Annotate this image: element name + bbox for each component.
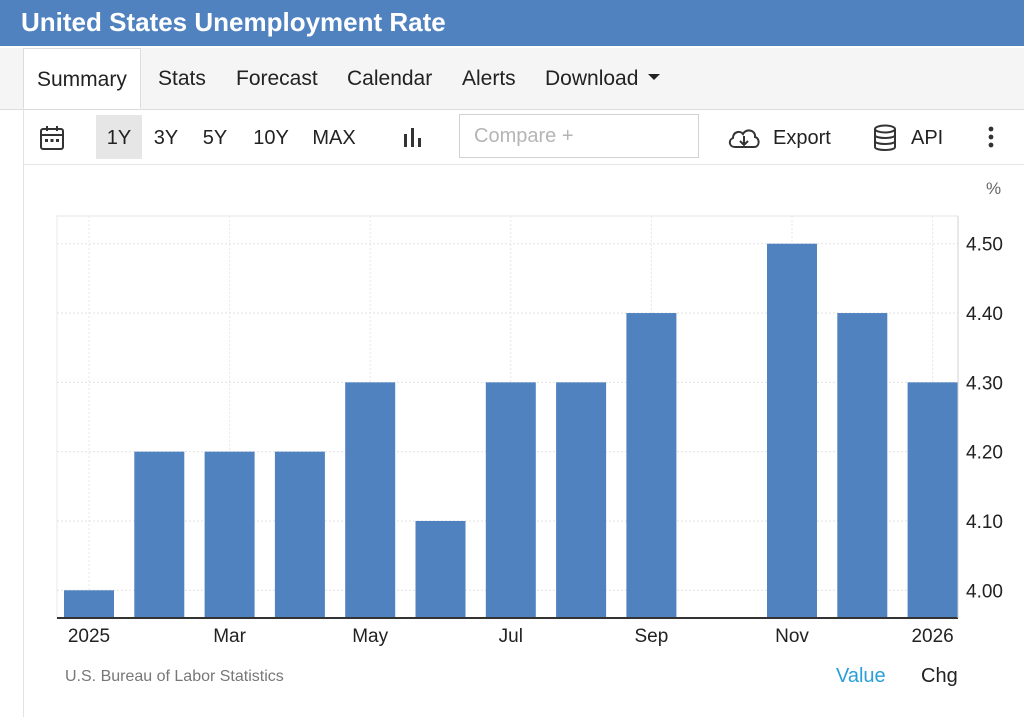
compare-input[interactable] [459,114,699,158]
tab-forecast[interactable]: Forecast [236,67,318,90]
bar [837,313,888,618]
x-tick-label: Mar [213,626,246,647]
bar [134,451,185,618]
range-5y-button[interactable]: 5Y [202,127,228,149]
bar [345,382,396,618]
range-1y-button[interactable]: 1Y [96,115,142,159]
chart-panel: 1Y 3Y 5Y 10Y MAX Export [23,110,1024,717]
tab-summary[interactable]: Summary [23,48,141,109]
bar [626,313,677,618]
source-label: U.S. Bureau of Labor Statistics [65,668,284,685]
export-label: Export [773,127,831,149]
bar [907,382,958,618]
tab-calendar[interactable]: Calendar [347,67,433,90]
bar [556,382,607,618]
title-bar: United States Unemployment Rate [0,0,1024,46]
x-tick-label: Nov [775,626,809,647]
bar [415,520,466,618]
chg-toggle[interactable]: Chg [921,665,958,687]
vertical-ellipsis-icon[interactable] [986,125,998,149]
y-tick-label: 4.10 [966,512,1003,533]
tab-alerts[interactable]: Alerts [462,67,516,90]
api-button[interactable]: API [872,110,950,164]
unit-label: % [986,179,1001,198]
cloud-download-icon [726,125,762,151]
y-tick-label: 4.00 [966,581,1003,602]
range-3y-button[interactable]: 3Y [153,127,179,149]
chart-area: 4.00 4.10 4.20 4.30 4.40 4.50% 2025 Mar May Jul Se… [24,164,1024,717]
x-tick-label: Jul [499,626,523,647]
page-title: United States Unemployment Rate [21,7,446,37]
tab-download[interactable]: Download [545,48,661,109]
y-tick-label: 4.50 [966,235,1003,256]
tab-download-label: Download [545,67,639,90]
chart-toolbar: 1Y 3Y 5Y 10Y MAX Export [24,110,1024,165]
bar [767,243,817,619]
bar [485,382,536,618]
x-tick-label: 2026 [911,626,953,647]
x-tick-label: Sep [634,626,668,647]
tab-stats[interactable]: Stats [158,67,206,90]
value-toggle[interactable]: Value [836,665,886,687]
x-tick-label: 2025 [68,626,110,647]
chevron-down-icon [648,74,661,81]
y-tick-label: 4.30 [966,373,1003,394]
tab-bar: Summary Stats Forecast Calendar Alerts D… [0,48,1024,110]
range-max-button[interactable]: MAX [312,127,356,149]
unemployment-bar-chart: 4.00 4.10 4.20 4.30 4.40 4.50% 2025 Mar May Jul Se… [56,179,1003,647]
api-label: API [911,127,944,149]
database-icon [872,124,898,152]
calendar-icon[interactable] [38,124,68,152]
bar [204,451,255,618]
range-10y-button[interactable]: 10Y [253,127,289,149]
x-tick-label: May [352,626,388,647]
bar [274,451,325,618]
y-tick-label: 4.20 [966,443,1003,464]
bar-chart-icon[interactable] [401,125,427,151]
y-tick-label: 4.40 [966,304,1003,325]
export-button[interactable]: Export [726,110,838,164]
bar [64,590,114,618]
